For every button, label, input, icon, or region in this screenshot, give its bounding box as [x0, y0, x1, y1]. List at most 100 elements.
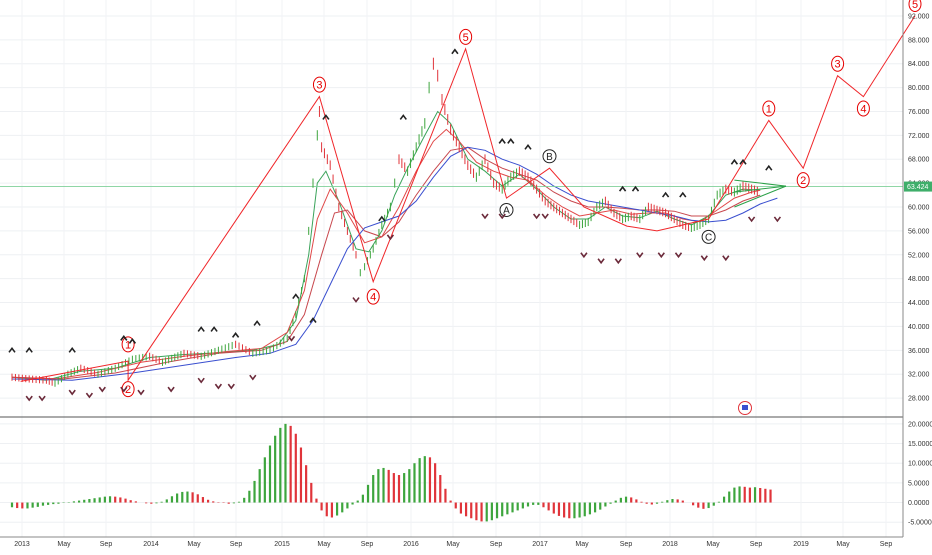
fractal-down-marker — [532, 213, 541, 220]
time-tick-label: 2016 — [403, 541, 419, 548]
fractal-down-marker — [722, 255, 730, 262]
fractal-down-marker — [120, 386, 128, 393]
osc-tick-label: -5.0000 — [908, 520, 932, 527]
fractal-up-marker — [739, 158, 747, 165]
triangle-mid-line — [734, 185, 787, 193]
wave-label-text: 4 — [370, 292, 376, 304]
fractal-down-marker — [700, 255, 708, 262]
triangle-lower-line — [734, 185, 787, 208]
grid-lines — [0, 0, 903, 537]
time-tick-label: May — [187, 541, 201, 548]
correction-label-circle — [701, 229, 716, 244]
fractal-down-marker — [287, 335, 296, 342]
fractal-up-marker — [292, 293, 300, 300]
fractal-up-marker — [451, 48, 459, 55]
fractal-up-marker — [378, 215, 386, 222]
fractal-down-marker — [614, 258, 622, 265]
fractal-down-marker — [214, 383, 223, 390]
time-tick-label: May — [446, 541, 460, 548]
fractal-up-marker — [120, 335, 128, 341]
correction-label-text: B — [546, 152, 553, 163]
fractal-up-marker — [507, 137, 515, 144]
fractal-up-marker — [231, 332, 240, 338]
price-tick-label: 48.000 — [908, 276, 930, 283]
price-tick-label: 52.000 — [908, 252, 930, 259]
wave-label-circle — [459, 28, 473, 45]
wave-path-line — [20, 15, 916, 382]
price-tick-label: 56.000 — [908, 228, 930, 235]
price-tick-label: 92.000 — [908, 13, 930, 20]
time-tick-label: May — [317, 541, 331, 548]
fractal-down-marker — [747, 216, 756, 223]
price-tick-label: 84.000 — [908, 61, 930, 68]
time-tick-label: 2013 — [14, 541, 30, 548]
time-tick-label: 2015 — [274, 541, 290, 548]
oscillator-panel — [10, 423, 772, 522]
time-tick-label: Sep — [361, 541, 374, 548]
time-tick-label: May — [57, 541, 71, 548]
fractal-down-marker — [98, 386, 106, 393]
price-tick-label: 68.000 — [908, 157, 930, 164]
fractal-up-marker — [498, 137, 506, 144]
fractal-up-marker — [253, 320, 261, 326]
correction-label-text: A — [503, 206, 510, 217]
fractal-up-marker — [730, 158, 739, 165]
current-price-label: 63.424 — [907, 184, 929, 191]
time-tick-label: Sep — [620, 541, 633, 548]
time-tick-label: 2014 — [143, 541, 159, 548]
time-tick-label: 2017 — [532, 541, 548, 548]
osc-tick-label: 10.0000 — [908, 461, 932, 468]
wave-label-text: 4 — [860, 103, 866, 115]
triangle-pattern — [734, 179, 787, 208]
wave-label-circle — [831, 55, 845, 72]
fractal-down-marker — [636, 252, 644, 259]
ma-long-line — [11, 146, 778, 381]
correction-label-circle — [542, 149, 557, 164]
fractal-down-marker — [167, 386, 175, 393]
fractal-up-marker — [8, 346, 16, 353]
wave-label-circle — [762, 100, 776, 117]
triangle-upper-line — [734, 179, 787, 187]
fractal-up-marker — [128, 338, 137, 344]
osc-tick-label: 0.0000 — [908, 500, 930, 507]
price-tick-label: 72.000 — [908, 133, 930, 140]
fractal-down-marker — [25, 395, 33, 402]
time-tick-label: May — [575, 541, 589, 548]
fractal-up-marker — [25, 346, 33, 353]
fractal-down-marker — [597, 258, 605, 265]
fractal-markers — [8, 48, 782, 402]
time-tick-label: 2019 — [793, 541, 809, 548]
fractal-up-marker — [679, 191, 687, 198]
time-tick-label: Sep — [490, 541, 503, 548]
time-tick-label: Sep — [880, 541, 893, 548]
fractal-up-marker — [197, 326, 205, 332]
price-tick-label: 40.000 — [908, 324, 930, 331]
time-tick-label: Sep — [230, 541, 243, 548]
wave-label-text: 3 — [316, 80, 322, 92]
fractal-up-marker — [322, 114, 330, 120]
price-tick-label: 36.000 — [908, 348, 930, 355]
fractal-down-marker — [197, 377, 205, 384]
fractal-up-marker — [210, 326, 218, 332]
price-tick-label: 60.000 — [908, 205, 930, 212]
correction-label-circle — [499, 203, 514, 217]
price-tick-label: 88.000 — [908, 37, 930, 44]
current-price-badge — [904, 181, 932, 192]
wave-label-text: 2 — [800, 175, 806, 187]
fractal-down-marker — [137, 389, 145, 396]
fractal-up-marker — [631, 185, 640, 192]
fractal-down-marker — [38, 395, 46, 402]
wave-label-circle — [796, 172, 810, 189]
fractal-down-marker — [580, 252, 588, 259]
time-tick-label: 2018 — [662, 541, 678, 548]
wave-label-circle — [908, 0, 922, 12]
wave-label-circle — [312, 76, 326, 93]
fractal-down-marker — [85, 392, 94, 399]
price-tick-label: 76.000 — [908, 109, 930, 116]
fractal-down-marker — [227, 383, 235, 390]
fractal-up-marker — [309, 317, 317, 323]
fractal-down-marker — [674, 252, 683, 259]
time-tick-label: May — [706, 541, 720, 548]
